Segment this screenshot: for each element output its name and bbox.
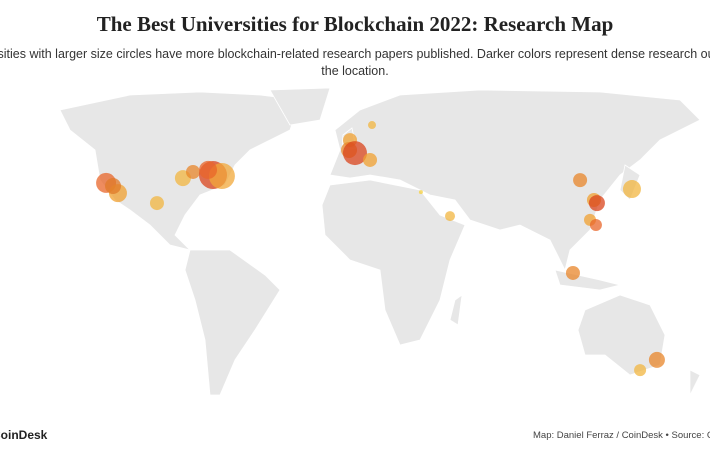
university-bubble [418, 190, 423, 195]
credit: Map: Daniel Ferraz / CoinDesk • Source: … [533, 430, 710, 441]
landmass [59, 87, 701, 396]
university-bubble [199, 160, 218, 179]
university-bubble [342, 141, 367, 166]
university-bubble [105, 177, 122, 194]
university-bubble [363, 152, 378, 167]
university-bubble [622, 180, 641, 199]
university-bubble [186, 164, 201, 179]
title: The Best Universities for Blockchain 202… [96, 12, 614, 36]
university-bubble [445, 211, 456, 222]
university-bubble [634, 364, 647, 377]
university-bubble [573, 173, 588, 188]
university-bubble [589, 219, 602, 231]
brand: CoinDesk [0, 428, 48, 442]
university-bubble [565, 265, 580, 280]
university-bubble [648, 351, 665, 368]
university-bubble [367, 121, 376, 130]
subtitle: Universities with larger size circles ha… [0, 47, 710, 78]
university-bubble [588, 195, 605, 212]
university-bubble [149, 196, 164, 211]
